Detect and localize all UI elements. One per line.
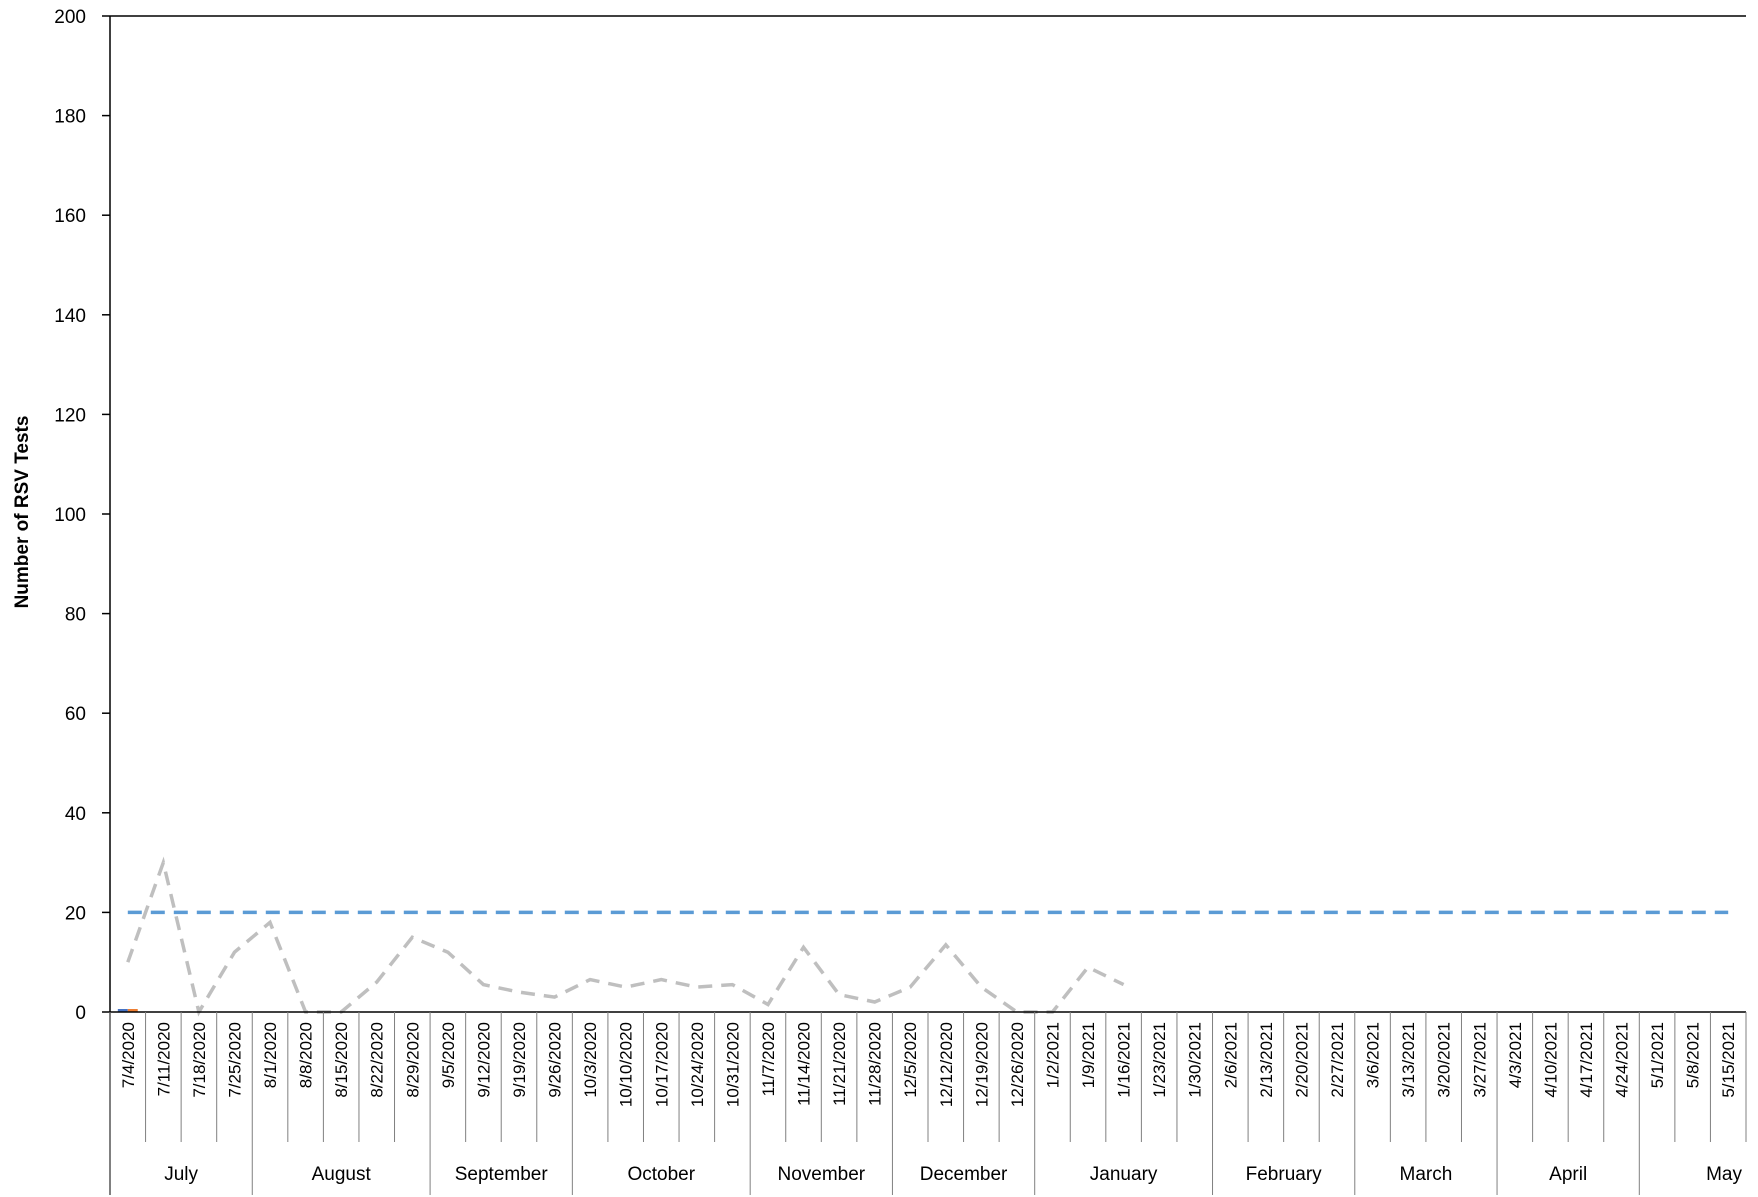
x-tick-label: 4/17/2021 — [1577, 1022, 1596, 1098]
x-tick-label: 12/12/2020 — [937, 1022, 956, 1107]
month-label: March — [1400, 1164, 1453, 1185]
x-tick-label: 2/20/2021 — [1292, 1022, 1311, 1098]
x-tick-label: 9/26/2020 — [546, 1022, 565, 1098]
x-tick-label: 8/15/2020 — [332, 1022, 351, 1098]
x-tick-label: 4/10/2021 — [1541, 1022, 1560, 1098]
x-tick-label: 5/15/2021 — [1719, 1022, 1738, 1098]
x-tick-label: 1/30/2021 — [1186, 1022, 1205, 1098]
y-tick-label: 40 — [65, 804, 86, 825]
x-tick-label: 3/6/2021 — [1364, 1022, 1383, 1088]
x-tick-label: 7/18/2020 — [190, 1022, 209, 1098]
series-line — [126, 856, 1125, 1017]
month-label: October — [627, 1164, 695, 1185]
y-tick-label: 60 — [65, 704, 86, 725]
x-tick-label: 2/13/2021 — [1257, 1022, 1276, 1098]
x-tick-label: 11/21/2020 — [830, 1022, 849, 1106]
x-tick-label: 5/1/2021 — [1648, 1022, 1667, 1088]
y-tick-label: 120 — [54, 405, 86, 426]
x-tick-label: 3/13/2021 — [1399, 1022, 1418, 1098]
x-tick-label: 4/3/2021 — [1506, 1022, 1525, 1088]
x-tick-label: 8/22/2020 — [368, 1022, 387, 1098]
month-label: December — [920, 1164, 1008, 1185]
month-label: August — [312, 1164, 372, 1185]
bar — [117, 1009, 128, 1012]
bar — [127, 1009, 138, 1012]
x-tick-label: 3/27/2021 — [1470, 1022, 1489, 1098]
x-tick-label: 1/9/2021 — [1079, 1022, 1098, 1088]
x-tick-label: 8/8/2020 — [297, 1022, 316, 1088]
y-tick-label: 80 — [65, 605, 86, 626]
y-tick-label: 180 — [54, 107, 86, 128]
x-tick-label: 11/14/2020 — [795, 1022, 814, 1106]
y-tick-label: 100 — [54, 505, 86, 526]
x-tick-label: 10/31/2020 — [723, 1022, 742, 1107]
month-label: July — [164, 1164, 198, 1185]
month-label: April — [1549, 1164, 1587, 1185]
x-tick-label: 11/28/2020 — [866, 1022, 885, 1106]
x-tick-label: 1/23/2021 — [1150, 1022, 1169, 1098]
x-tick-label: 10/17/2020 — [652, 1022, 671, 1107]
x-tick-label: 9/19/2020 — [510, 1022, 529, 1098]
x-tick-label: 9/12/2020 — [474, 1022, 493, 1098]
x-tick-label: 7/4/2020 — [119, 1022, 138, 1088]
month-label: September — [455, 1164, 549, 1185]
x-tick-label: 1/16/2021 — [1115, 1022, 1134, 1098]
x-tick-label: 1/2/2021 — [1043, 1022, 1062, 1088]
x-tick-label: 9/5/2020 — [439, 1022, 458, 1088]
x-tick-label: 10/24/2020 — [688, 1022, 707, 1107]
x-tick-label: 7/25/2020 — [225, 1022, 244, 1098]
month-label: November — [777, 1164, 865, 1185]
x-tick-label: 7/11/2020 — [154, 1022, 173, 1096]
month-label: January — [1090, 1164, 1158, 1185]
x-tick-label: 4/24/2021 — [1613, 1022, 1632, 1098]
x-tick-label: 2/27/2021 — [1328, 1022, 1347, 1098]
month-label: May — [1706, 1164, 1742, 1185]
month-label: February — [1246, 1164, 1323, 1185]
x-tick-label: 12/5/2020 — [901, 1022, 920, 1098]
x-tick-label: 8/29/2020 — [403, 1022, 422, 1098]
x-tick-label: 8/1/2020 — [261, 1022, 280, 1088]
x-tick-label: 12/19/2020 — [972, 1022, 991, 1107]
y-tick-label: 20 — [65, 903, 86, 924]
x-tick-label: 11/7/2020 — [759, 1022, 778, 1096]
x-tick-label: 10/3/2020 — [581, 1022, 600, 1098]
y-tick-label: 140 — [54, 306, 86, 327]
x-tick-label: 3/20/2021 — [1435, 1022, 1454, 1098]
x-tick-label: 10/10/2020 — [617, 1022, 636, 1107]
y-tick-label: 0 — [75, 1003, 86, 1024]
y-tick-label: 160 — [54, 206, 86, 227]
x-tick-label: 12/26/2020 — [1008, 1022, 1027, 1107]
x-tick-label: 5/8/2021 — [1684, 1022, 1703, 1088]
y-axis-title: Number of RSV Tests — [12, 416, 33, 609]
y-tick-label: 200 — [54, 7, 86, 28]
x-tick-label: 2/6/2021 — [1221, 1022, 1240, 1088]
